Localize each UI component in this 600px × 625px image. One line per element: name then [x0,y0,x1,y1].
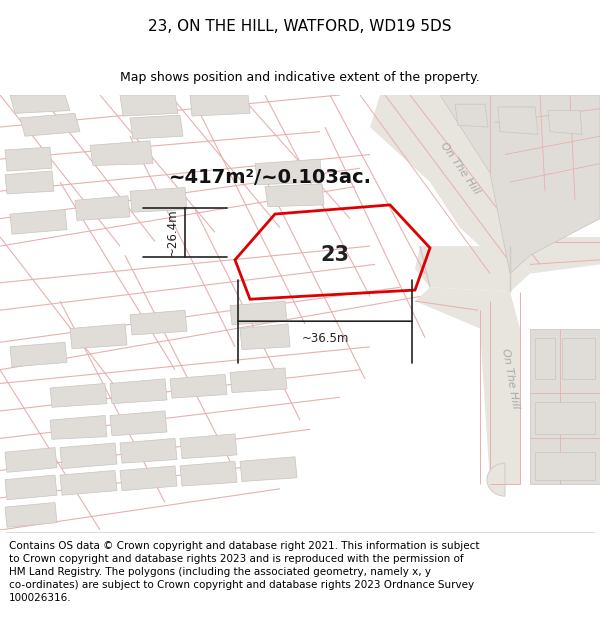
Polygon shape [415,246,530,292]
Text: ~417m²/~0.103ac.: ~417m²/~0.103ac. [169,168,371,187]
Polygon shape [120,438,177,463]
Polygon shape [240,324,290,349]
Polygon shape [5,448,57,472]
Polygon shape [5,148,52,171]
Text: Contains OS data © Crown copyright and database right 2021. This information is : Contains OS data © Crown copyright and d… [9,541,479,602]
Polygon shape [50,416,107,439]
Polygon shape [130,115,183,139]
Polygon shape [440,95,600,274]
Polygon shape [230,301,287,325]
Polygon shape [562,338,595,379]
Text: Map shows position and indicative extent of the property.: Map shows position and indicative extent… [120,71,480,84]
Polygon shape [240,457,297,481]
Polygon shape [60,443,117,469]
Polygon shape [110,379,167,404]
Polygon shape [5,171,54,194]
Polygon shape [110,411,167,436]
Polygon shape [230,368,287,392]
Polygon shape [5,503,57,528]
Polygon shape [190,95,250,116]
Polygon shape [548,111,582,134]
Polygon shape [535,402,595,434]
Polygon shape [60,471,117,495]
Polygon shape [130,188,187,213]
Polygon shape [498,107,538,134]
Polygon shape [265,184,324,207]
Text: On The Hill: On The Hill [439,141,482,196]
Wedge shape [487,463,505,496]
Polygon shape [255,159,322,185]
Polygon shape [180,461,237,486]
Polygon shape [10,342,67,367]
Polygon shape [70,324,127,349]
Text: 23: 23 [320,245,349,265]
Text: ~36.5m: ~36.5m [301,332,349,345]
Polygon shape [170,374,227,398]
Polygon shape [535,452,595,479]
Polygon shape [50,384,107,408]
Polygon shape [130,310,187,335]
Polygon shape [5,475,57,500]
Polygon shape [535,338,555,379]
Polygon shape [530,329,600,484]
Polygon shape [180,434,237,459]
Polygon shape [370,95,530,274]
Polygon shape [90,141,153,166]
Text: On The Hill: On The Hill [500,348,520,410]
Text: 23, ON THE HILL, WATFORD, WD19 5DS: 23, ON THE HILL, WATFORD, WD19 5DS [148,19,452,34]
Polygon shape [415,288,520,484]
Polygon shape [455,104,488,127]
Polygon shape [10,95,70,113]
Text: ~26.4m: ~26.4m [166,209,179,256]
Polygon shape [120,95,178,116]
Polygon shape [10,209,67,234]
Polygon shape [20,113,80,136]
Polygon shape [510,237,600,274]
Polygon shape [120,466,177,491]
Polygon shape [75,196,130,221]
